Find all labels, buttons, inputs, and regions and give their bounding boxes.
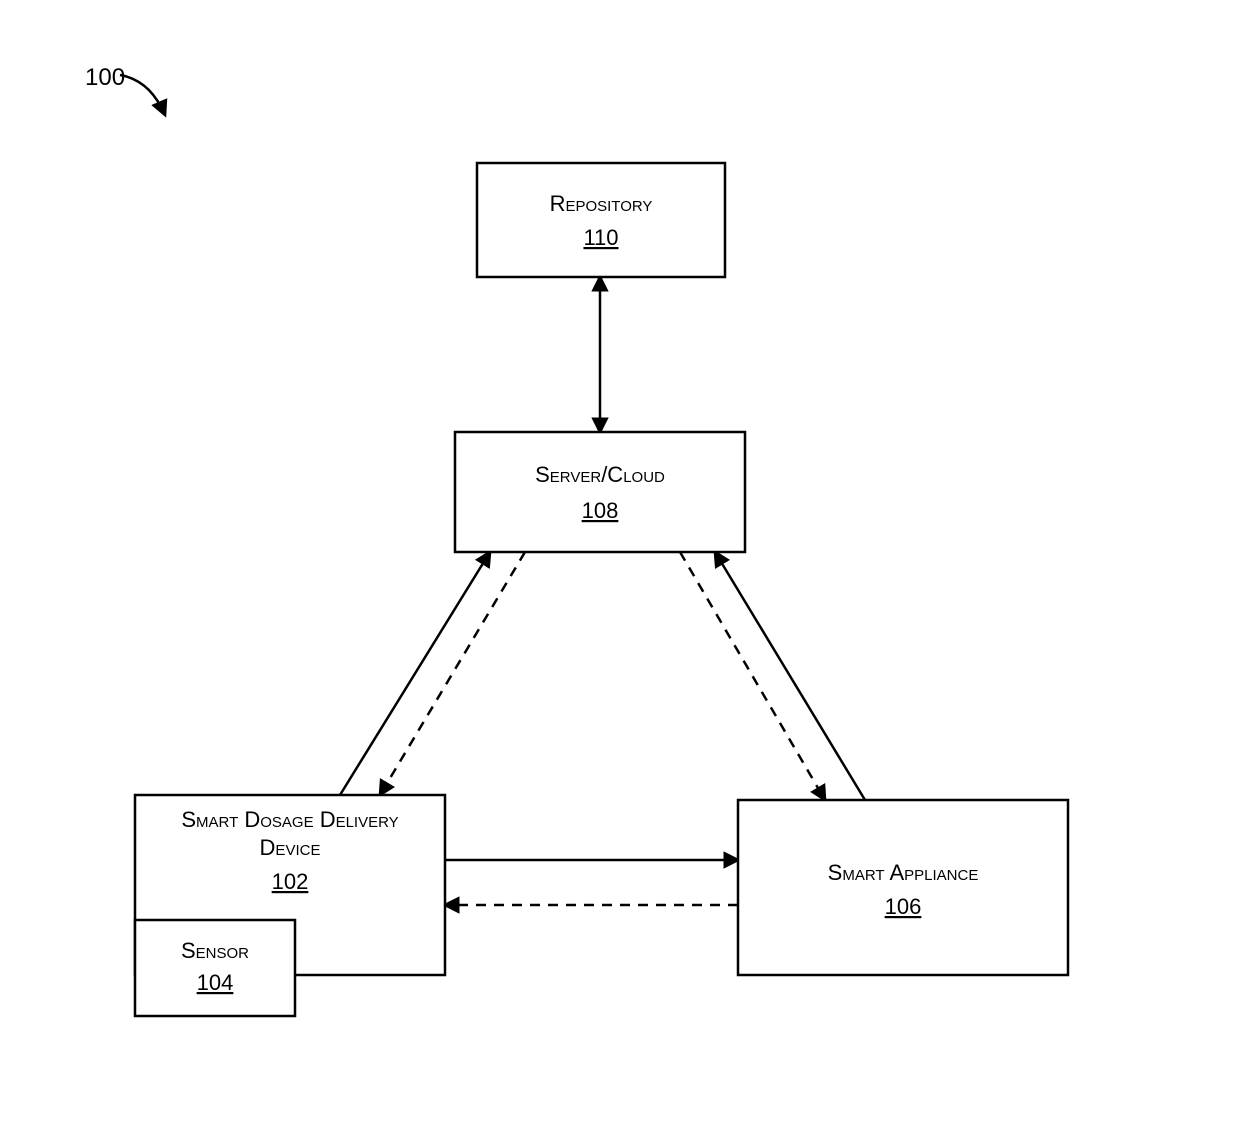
server-label: Server/Cloud xyxy=(535,462,665,487)
node-server: Server/Cloud 108 xyxy=(455,432,745,552)
appliance-label: Smart Appliance xyxy=(828,860,979,885)
device-label-line2: Device xyxy=(260,835,321,860)
sensor-label: Sensor xyxy=(181,938,249,963)
edge-appliance-server xyxy=(715,552,865,800)
figure-ref-label: 100 xyxy=(85,64,125,91)
repository-ref: 110 xyxy=(583,225,618,250)
node-repository: Repository 110 xyxy=(477,163,725,277)
node-appliance: Smart Appliance 106 xyxy=(738,800,1068,975)
device-label-line1: Smart Dosage Delivery xyxy=(181,807,398,832)
edge-server-appliance xyxy=(680,552,825,800)
repository-label: Repository xyxy=(550,191,653,216)
edge-server-device xyxy=(380,552,525,795)
sensor-ref: 104 xyxy=(197,970,234,995)
edge-device-server xyxy=(340,552,490,795)
appliance-ref: 106 xyxy=(885,894,922,919)
figure-ref-pointer xyxy=(120,75,165,115)
device-ref: 102 xyxy=(272,869,309,894)
node-sensor: Sensor 104 xyxy=(135,920,295,1016)
server-ref: 108 xyxy=(582,498,619,523)
